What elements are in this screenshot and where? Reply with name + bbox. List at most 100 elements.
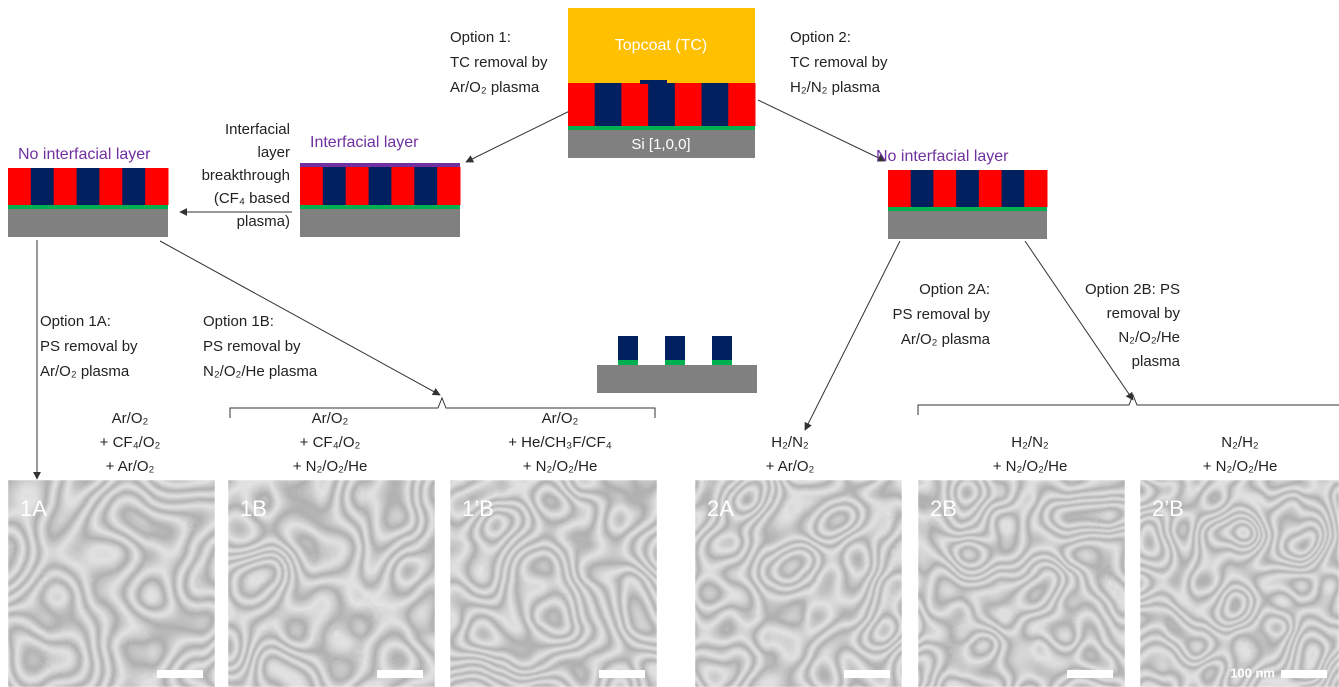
pmma-block xyxy=(122,168,146,205)
topcoat xyxy=(568,8,755,83)
ps-block xyxy=(391,167,415,205)
pmma-block xyxy=(30,168,55,205)
ps-block xyxy=(621,83,649,126)
scale-bar xyxy=(157,670,203,678)
stack-label: Interfacial layer xyxy=(310,134,419,151)
scale-bar xyxy=(1067,670,1113,678)
recipe-text: Ar/O₂ xyxy=(112,410,149,427)
panel-label: 1B xyxy=(240,496,267,521)
brush-layer xyxy=(300,205,460,209)
scale-bar-label: 100 nm xyxy=(1230,665,1275,680)
arrows xyxy=(33,99,1339,480)
option-text: H₂/N₂ plasma xyxy=(790,79,881,96)
brush-layer xyxy=(665,360,685,365)
option-text: Option 1: xyxy=(450,29,511,46)
recipe-text: + N₂/O₂/He xyxy=(1203,458,1278,475)
recipe-text: + Ar/O₂ xyxy=(106,458,155,475)
ps-block xyxy=(145,168,169,205)
topcoat-label: Topcoat (TC) xyxy=(615,37,707,54)
recipe-text: + N₂/O₂/He xyxy=(993,458,1068,475)
recipe-text: Ar/O₂ xyxy=(542,410,579,427)
interfacial-layer xyxy=(300,163,460,167)
brush-layer xyxy=(712,360,732,365)
option-text: TC removal by xyxy=(450,54,548,71)
ps-block xyxy=(933,170,957,207)
recipe-text: + N₂/O₂/He xyxy=(523,458,598,475)
ps-block xyxy=(728,83,756,126)
option-text: layer xyxy=(257,144,290,161)
pmma-block xyxy=(76,168,100,205)
pmma-block xyxy=(701,83,729,126)
pmma-block xyxy=(956,170,980,207)
brush-layer xyxy=(568,126,755,130)
brush-layer xyxy=(8,205,168,209)
pmma-cap xyxy=(640,80,667,84)
recipe-text: H₂/N₂ xyxy=(1011,434,1049,451)
option-text: Option 2A: xyxy=(919,281,990,298)
sem-image xyxy=(8,480,215,687)
pmma-block xyxy=(910,170,934,207)
option-text: Ar/O₂ plasma xyxy=(450,79,540,96)
panel-label: 2B xyxy=(930,496,957,521)
option-text: breakthrough xyxy=(202,167,290,184)
scale-bar xyxy=(599,670,645,678)
scale-bar xyxy=(1281,670,1327,678)
ps-block xyxy=(1024,170,1048,207)
ps-block xyxy=(99,168,123,205)
pmma-block xyxy=(594,83,622,126)
option-text: plasma xyxy=(1132,353,1181,370)
recipe-text: + CF₄/O₂ xyxy=(100,434,161,451)
panel-label: 2’B xyxy=(1152,496,1184,521)
scale-bar xyxy=(844,670,890,678)
stack-label: No interfacial layer xyxy=(18,146,151,163)
recipe-text: H₂/N₂ xyxy=(771,434,809,451)
option-text: plasma) xyxy=(237,213,290,230)
ps-block xyxy=(53,168,78,205)
pillar xyxy=(618,336,638,360)
option-text: Interfacial xyxy=(225,121,290,138)
ps-block xyxy=(345,167,370,205)
pmma-block xyxy=(1001,170,1025,207)
pmma-block xyxy=(322,167,347,205)
substrate-label: Si [1,0,0] xyxy=(631,136,690,153)
substrate xyxy=(597,365,757,393)
option-text: Option 1A: xyxy=(40,313,111,330)
scale-bar xyxy=(377,670,423,678)
option-text: Ar/O₂ plasma xyxy=(40,363,130,380)
option-text: Ar/O₂ plasma xyxy=(901,331,991,348)
substrate xyxy=(8,209,168,237)
ps-block xyxy=(300,167,324,205)
option-text: (CF₄ based xyxy=(214,190,290,207)
ps-block xyxy=(978,170,1003,207)
option-text: Option 2B: PS xyxy=(1085,281,1180,298)
option-text: PS removal by xyxy=(203,338,301,355)
sem-image xyxy=(918,480,1125,687)
recipe-text: + Ar/O₂ xyxy=(766,458,815,475)
ps-block xyxy=(437,167,461,205)
option-text: PS removal by xyxy=(892,306,990,323)
recipe-text: + CF₄/O₂ xyxy=(300,434,361,451)
ps-block xyxy=(568,83,596,126)
pmma-block xyxy=(368,167,392,205)
option-text: removal by xyxy=(1107,305,1181,322)
option-text: Option 2: xyxy=(790,29,851,46)
recipe-text: + N₂/O₂/He xyxy=(293,458,368,475)
brush-layer xyxy=(618,360,638,365)
pmma-block xyxy=(648,83,676,126)
ps-block xyxy=(674,83,703,126)
recipe-text: + He/CH₃F/CF₄ xyxy=(508,434,612,451)
sem-image xyxy=(228,480,435,687)
ps-block xyxy=(8,168,32,205)
recipe-text: N₂/H₂ xyxy=(1221,434,1259,451)
pmma-block xyxy=(414,167,438,205)
substrate xyxy=(300,209,460,237)
sem-image xyxy=(695,480,902,687)
pillar xyxy=(665,336,685,360)
substrate xyxy=(888,211,1047,239)
stack-label: No interfacial layer xyxy=(876,148,1009,165)
option-text: TC removal by xyxy=(790,54,888,71)
option-text: N₂/O₂/He xyxy=(1118,329,1180,346)
brush-layer xyxy=(888,207,1047,211)
ps-block xyxy=(888,170,912,207)
